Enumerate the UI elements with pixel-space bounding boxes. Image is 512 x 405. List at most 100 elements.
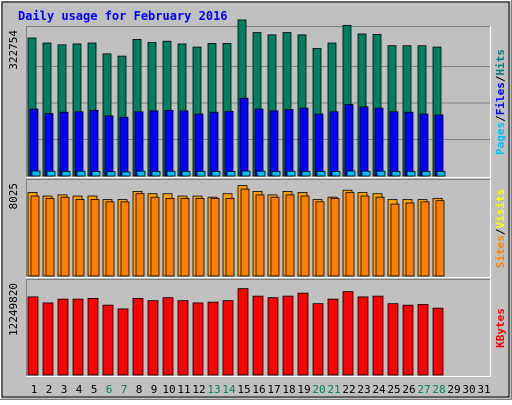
y-max-label: 322754 <box>7 30 20 70</box>
day-label: 17 <box>267 383 280 396</box>
bar <box>387 303 399 376</box>
bar <box>132 297 144 376</box>
bar <box>436 171 446 177</box>
bar <box>419 113 429 177</box>
bar <box>252 295 264 376</box>
bar <box>30 195 40 277</box>
bar <box>346 170 356 177</box>
bar <box>151 171 161 177</box>
day-label: 3 <box>61 383 68 396</box>
y-max-label: 12249820 <box>7 283 20 336</box>
day-label: 9 <box>151 383 158 396</box>
bar <box>285 194 295 277</box>
bar <box>327 298 339 376</box>
panel-visits-sites: 8025 Sites/Visits <box>7 179 507 278</box>
bar <box>181 171 191 177</box>
legend: Sites/Visits <box>494 189 507 269</box>
bar <box>45 197 55 277</box>
bar <box>420 201 430 277</box>
bar <box>90 199 100 277</box>
bar <box>300 195 310 277</box>
bar <box>89 110 99 177</box>
bar <box>270 196 280 277</box>
bar <box>211 171 221 177</box>
bar <box>359 106 369 177</box>
legend: Pages/Files/Hits <box>494 49 507 155</box>
bar <box>91 171 101 177</box>
bar <box>106 171 116 177</box>
day-label: 15 <box>237 383 250 396</box>
legend-entry: Visits <box>494 189 507 229</box>
bar <box>284 109 294 177</box>
bar <box>299 107 309 177</box>
bar <box>406 171 416 177</box>
bar <box>315 201 325 277</box>
day-labels: 1 2 3 4 5 6 7 8 9 10 11 12 13 14 15 16 17 18 19 20 21 22 23 24 2… <box>31 383 491 396</box>
bar <box>42 302 54 376</box>
bar <box>44 113 54 177</box>
bar <box>360 195 370 277</box>
bar <box>162 297 174 376</box>
bar <box>105 201 115 277</box>
legend-entry: / <box>494 115 507 122</box>
series-kbytes <box>27 288 444 376</box>
day-label: 30 <box>462 383 475 396</box>
bar <box>390 203 400 277</box>
bar <box>225 197 235 277</box>
bar <box>195 197 205 277</box>
bar <box>404 111 414 177</box>
series-sites <box>30 188 445 277</box>
frame-border <box>1 1 510 398</box>
bar <box>255 194 265 277</box>
bar <box>120 201 130 277</box>
day-label: 26 <box>402 383 415 396</box>
bar <box>209 111 219 177</box>
bar <box>432 307 444 376</box>
bar <box>135 193 145 277</box>
bar <box>256 170 266 177</box>
bar <box>254 108 264 177</box>
bar <box>421 171 431 177</box>
bar <box>149 110 159 177</box>
bar <box>180 197 190 277</box>
bar <box>405 202 415 277</box>
bar <box>417 304 429 376</box>
bar <box>375 196 385 277</box>
bar <box>60 196 70 277</box>
day-label: 29 <box>447 383 460 396</box>
day-label: 2 <box>46 383 53 396</box>
legend-entry: Sites <box>494 235 507 268</box>
day-label: 14 <box>222 383 236 396</box>
legend-entry: / <box>494 228 507 235</box>
bar <box>301 171 311 177</box>
day-label: 23 <box>357 383 370 396</box>
bar <box>282 295 294 376</box>
bar <box>316 171 326 177</box>
bar <box>192 302 204 376</box>
day-label: 24 <box>372 383 386 396</box>
chart-title: Daily usage for February 2016 <box>18 9 228 23</box>
y-max-label: 8025 <box>7 183 20 210</box>
bar <box>237 288 249 376</box>
bar <box>104 115 114 177</box>
legend-entry: Hits <box>494 49 507 76</box>
day-label: 16 <box>252 383 265 396</box>
day-label: 8 <box>136 383 143 396</box>
bar <box>57 298 69 376</box>
legend-entry: / <box>494 75 507 82</box>
bar <box>210 197 220 277</box>
day-label: 13 <box>207 383 220 396</box>
bar <box>61 171 71 177</box>
bar <box>241 170 251 177</box>
day-label: 31 <box>477 383 490 396</box>
bar <box>267 297 279 376</box>
bar <box>329 111 339 177</box>
bar <box>330 197 340 277</box>
panel-hits-files-pages: 322754 Pages/Files/Hits <box>7 19 507 178</box>
bar <box>59 111 69 177</box>
day-label: 6 <box>106 383 113 396</box>
bar <box>269 110 279 177</box>
bar <box>376 170 386 177</box>
